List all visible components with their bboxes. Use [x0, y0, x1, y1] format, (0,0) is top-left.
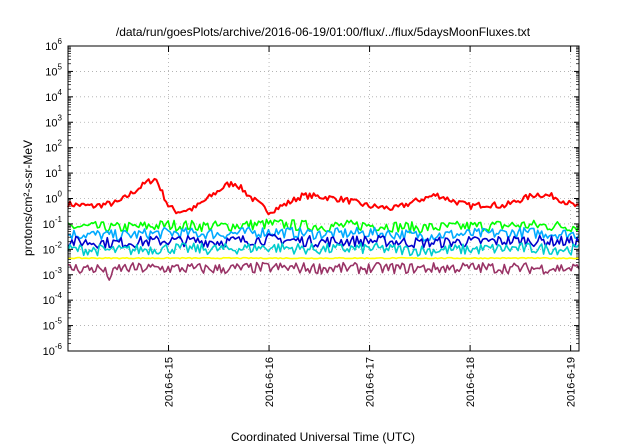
- grid: [68, 46, 579, 351]
- series-lines: [67, 177, 580, 281]
- y-tick-label: 104: [45, 88, 62, 104]
- x-axis-label: Coordinated Universal Time (UTC): [231, 430, 415, 444]
- y-tick-label: 10-3: [43, 266, 63, 282]
- y-tick-label: 10-6: [43, 342, 63, 358]
- series-line: [67, 218, 580, 234]
- y-tick-label: 10-2: [43, 240, 63, 256]
- y-tick-label: 103: [45, 113, 62, 129]
- y-tick-label: 106: [45, 37, 62, 53]
- series-line: [67, 226, 580, 242]
- chart-title: /data/run/goesPlots/archive/2016-06-19/0…: [116, 25, 531, 39]
- y-axis-label: protons/cm²-s-sr-MeV: [21, 140, 35, 256]
- series-line: [67, 256, 580, 260]
- y-tick-label: 100: [45, 190, 62, 206]
- y-tick-label: 102: [45, 139, 62, 155]
- y-tick-label: 10-1: [43, 215, 63, 231]
- y-tick-label: 105: [45, 62, 62, 78]
- y-tick-label: 101: [45, 164, 62, 180]
- series-line: [67, 233, 580, 249]
- x-tick-label: 2016-6-19: [566, 357, 578, 407]
- x-tick-label: 2016-6-15: [164, 357, 176, 407]
- y-tick-label: 10-4: [43, 291, 63, 307]
- x-tick-label: 2016-6-17: [365, 357, 377, 407]
- series-line: [67, 177, 580, 216]
- y-axis: 10-6 10-5 10-4 10-3 10-2 10-1 100 101 102 103 104 1…: [43, 37, 579, 358]
- x-tick-label: 2016-6-16: [264, 357, 276, 407]
- y-tick-label: 10-5: [43, 317, 63, 333]
- series-line: [68, 261, 580, 281]
- series-line: [67, 242, 580, 257]
- x-axis: 2016-6-15 2016-6-16 2016-6-17 2016-6-18 2016…: [164, 46, 578, 407]
- x-tick-label: 2016-6-18: [465, 357, 477, 407]
